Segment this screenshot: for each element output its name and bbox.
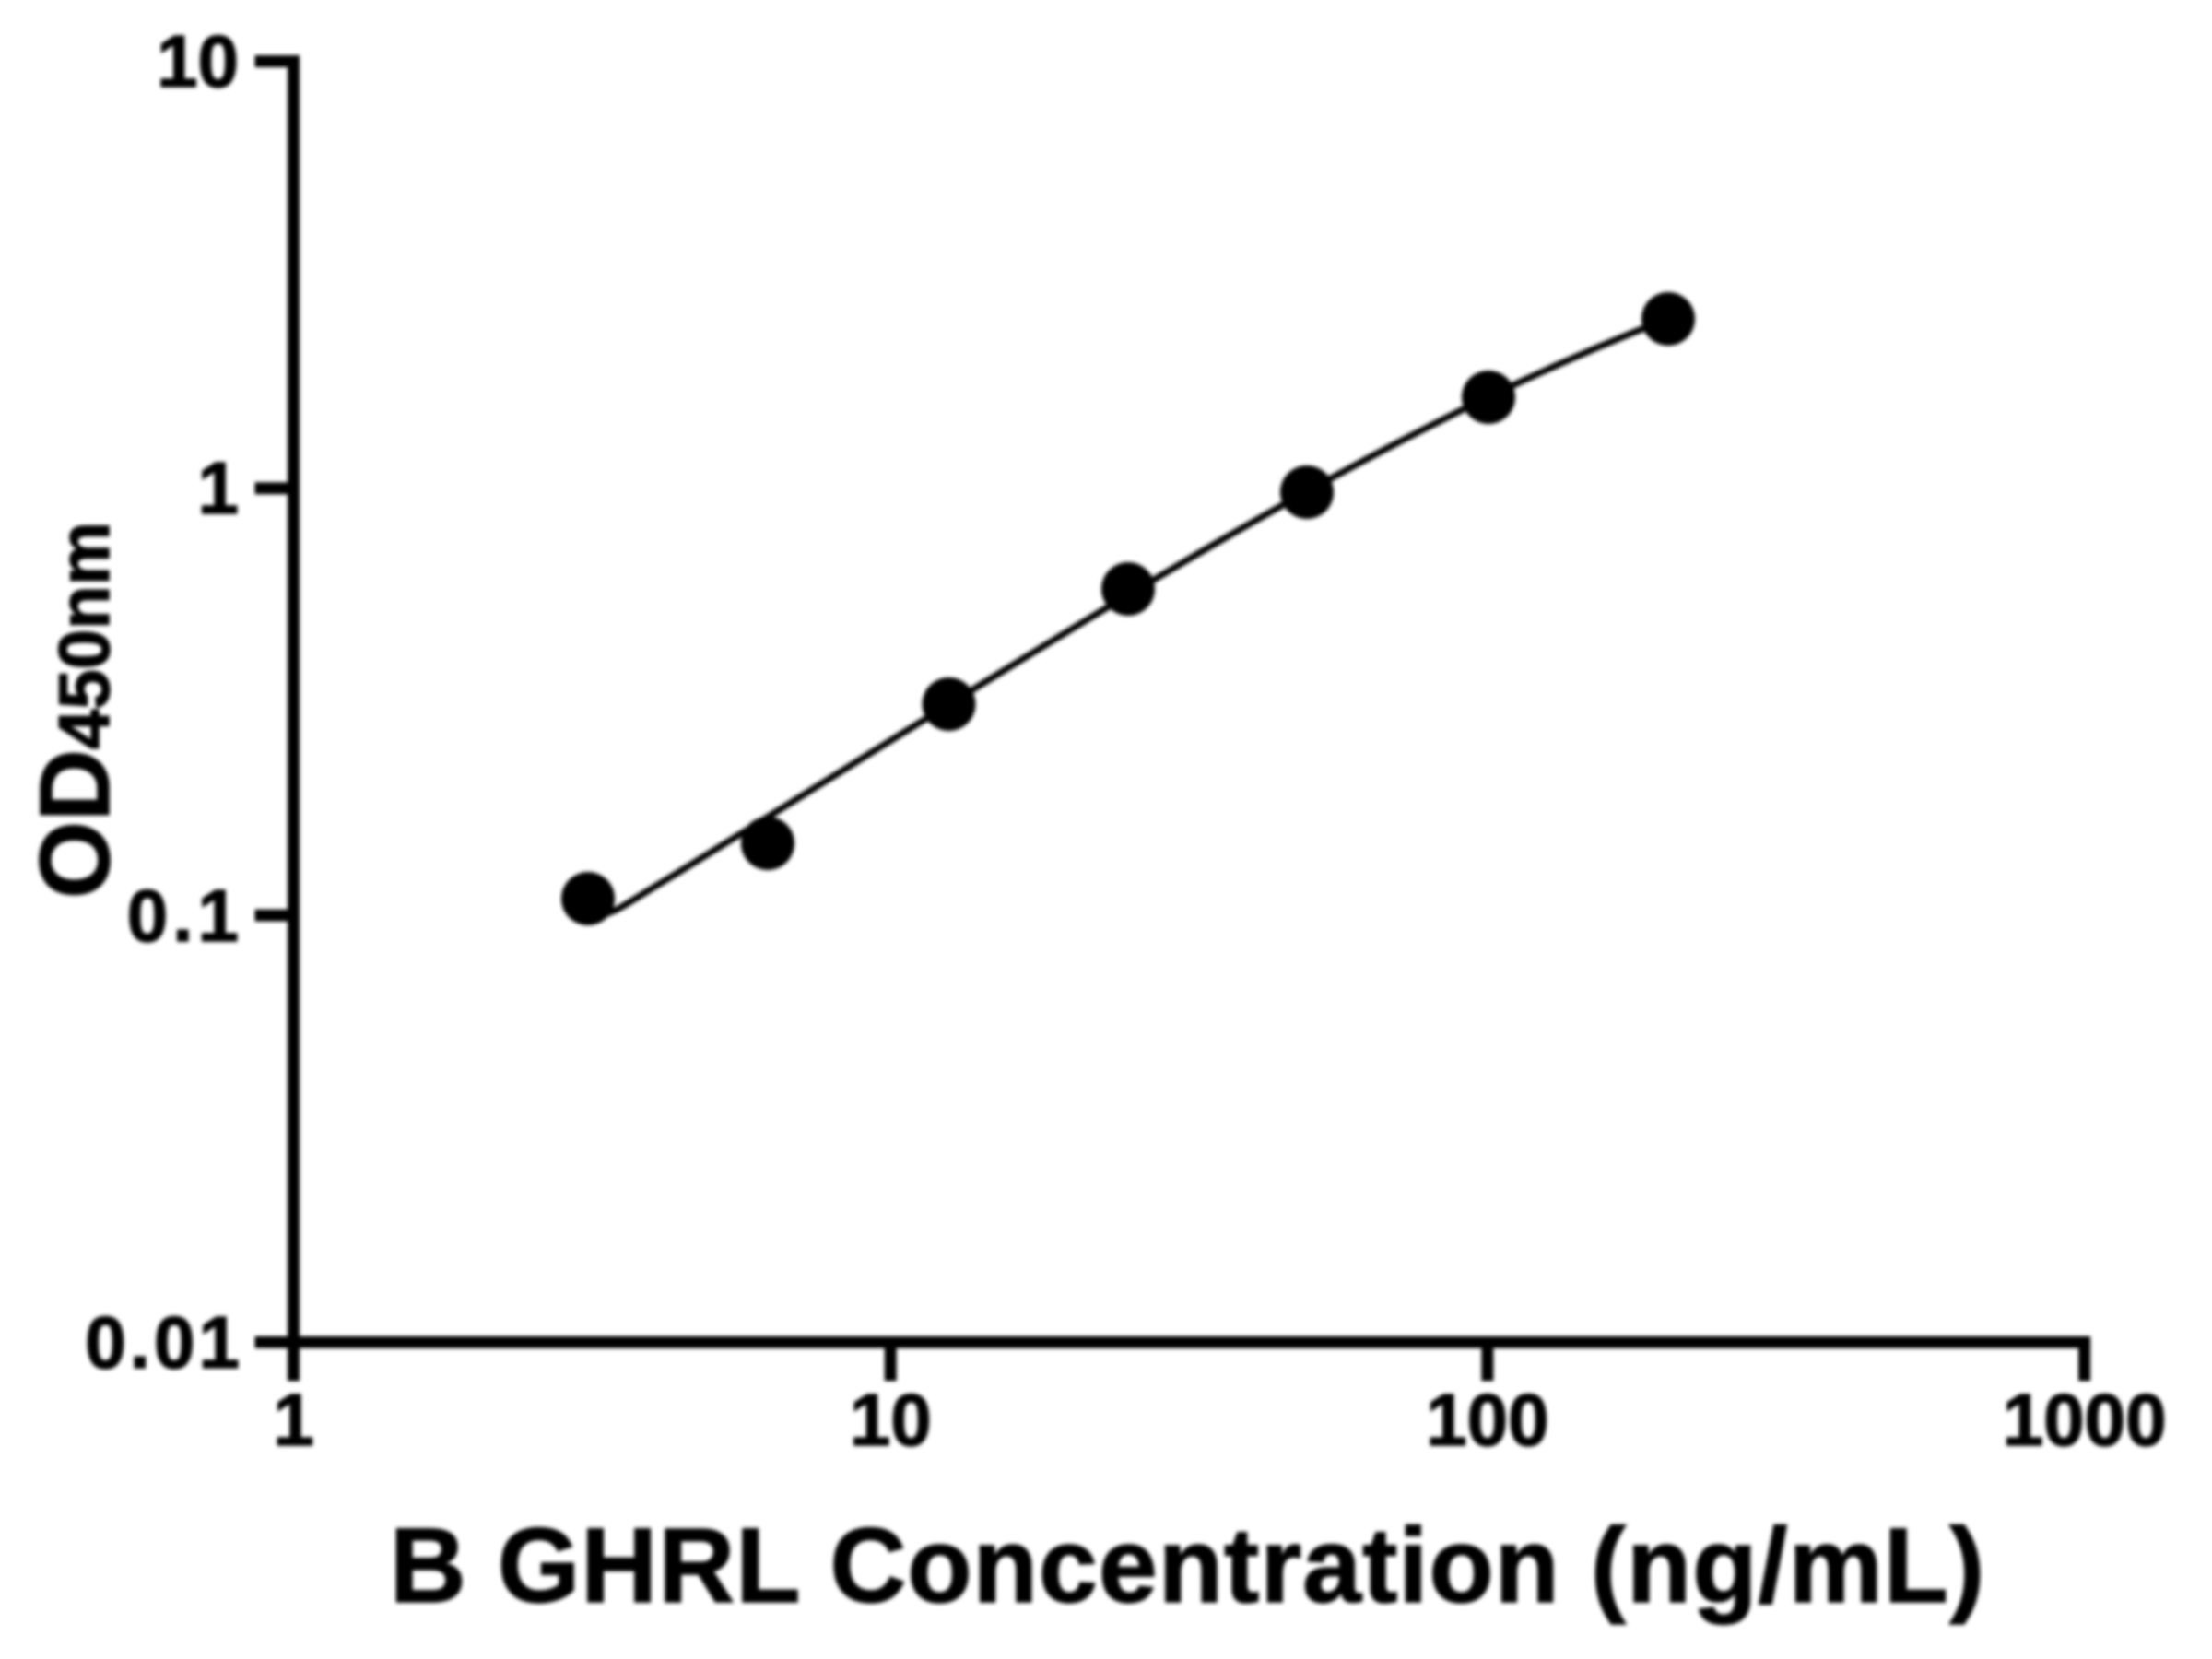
svg-text:1: 1 — [273, 1379, 314, 1461]
svg-text:1000: 1000 — [2003, 1379, 2167, 1461]
svg-text:0.1: 0.1 — [127, 875, 243, 957]
svg-text:0.01: 0.01 — [85, 1301, 243, 1383]
svg-text:100: 100 — [1426, 1379, 1548, 1461]
svg-text:10: 10 — [157, 20, 239, 102]
svg-text:1: 1 — [198, 447, 240, 529]
svg-text:10: 10 — [850, 1379, 932, 1461]
svg-text:B GHRL Concentration (ng/mL): B GHRL Concentration (ng/mL) — [390, 1507, 1986, 1625]
